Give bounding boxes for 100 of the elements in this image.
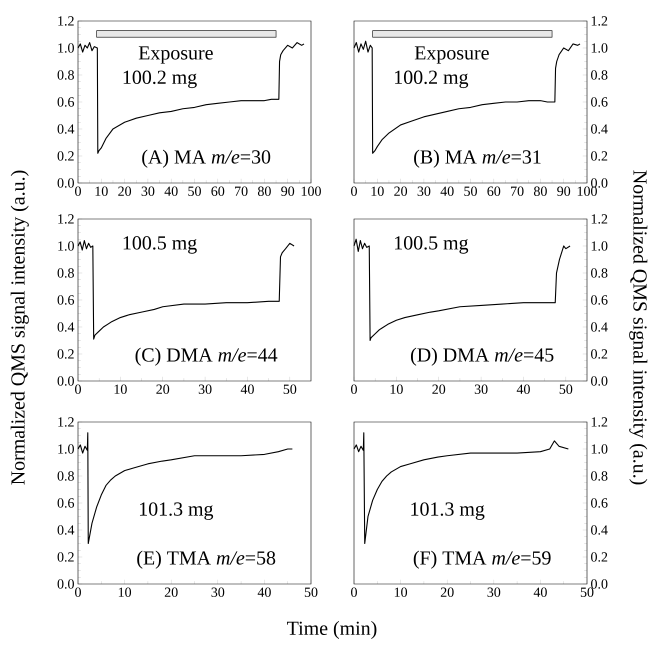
x-tick-label: 50 — [188, 186, 201, 196]
y2-tick-label: 0.4 — [591, 322, 608, 332]
y2-tick-label: 0.4 — [591, 525, 608, 535]
x-tick-label: 40 — [534, 588, 547, 597]
x-tick-label: 90 — [281, 186, 294, 196]
y2-tick-label: 1.2 — [592, 417, 608, 427]
y2-tick-label: 0.8 — [591, 70, 608, 80]
annotation: (C) DMA m/e=44 — [136, 348, 278, 366]
y-tick-label: 0.4 — [58, 124, 74, 134]
y-tick-label: 1.2 — [58, 16, 74, 26]
x-tick-label: 0 — [351, 588, 357, 597]
y-tick-label: 0.8 — [58, 471, 74, 481]
x-tick-label: 10 — [96, 186, 108, 196]
y-tick-label: 0.0 — [58, 579, 74, 589]
x-tick-label: 50 — [304, 588, 318, 597]
x-tick-label: 40 — [258, 588, 271, 597]
y2-tick-label: 1.0 — [592, 241, 608, 251]
y2-tick-label: 1.0 — [592, 444, 608, 454]
x-tick-label: 90 — [557, 186, 570, 196]
x-tick-label: 80 — [258, 186, 271, 196]
band-label: Exposure — [414, 46, 489, 64]
x-tick-label: 60 — [211, 186, 224, 196]
annotation: 100.5 mg — [395, 236, 468, 254]
annotation: 101.3 mg — [411, 502, 484, 520]
y2-axis-title: Normalized QMS signal intensity (a.u.) — [629, 170, 648, 484]
y2-tick-label: 0.0 — [591, 579, 608, 589]
x-tick-label: 40 — [440, 186, 454, 196]
x-tick-label: 0 — [351, 384, 357, 394]
y2-tick-label: 0.4 — [591, 124, 608, 134]
x-tick-label: 100 — [578, 186, 597, 196]
x-tick-label: 20 — [156, 384, 170, 394]
y-tick-label: 0.2 — [58, 552, 74, 562]
y-tick-label: 1.0 — [58, 241, 74, 251]
y-tick-label: 0.4 — [58, 525, 74, 535]
y-tick-label: 0.6 — [58, 97, 74, 107]
y2-tick-label: 0.8 — [591, 471, 608, 481]
x-tick-label: 0 — [75, 384, 81, 394]
band-label: Exposure — [138, 46, 213, 64]
x-tick-label: 70 — [235, 186, 248, 196]
y-tick-label: 0.8 — [58, 70, 74, 80]
x-tick-label: 30 — [418, 186, 430, 196]
x-axis-title: Time (min) — [287, 620, 376, 640]
x-tick-label: 50 — [580, 588, 594, 597]
x-tick-label: 80 — [534, 186, 547, 196]
annotation: (E) TMA m/e=58 — [137, 550, 276, 569]
annotation: (A) MA m/e=30 — [142, 150, 270, 168]
y2-tick-label: 0.0 — [591, 376, 608, 386]
annotation: (F) TMA m/e=59 — [414, 550, 551, 569]
annotation: 100.2 mg — [124, 70, 197, 88]
x-tick-label: 10 — [118, 588, 132, 597]
x-tick-label: 30 — [488, 588, 500, 597]
x-tick-label: 40 — [164, 186, 178, 196]
x-tick-label: 20 — [394, 186, 408, 196]
y-tick-label: 0.2 — [58, 349, 74, 359]
y-tick-label: 0.6 — [58, 498, 74, 508]
x-tick-label: 0 — [75, 588, 81, 597]
y2-tick-label: 0.0 — [591, 178, 608, 188]
y-tick-label: 1.2 — [58, 417, 74, 427]
annotation: (D) DMA m/e=45 — [411, 348, 554, 366]
y-axis-title: Normalized QMS signal intensity (a.u.) — [10, 170, 29, 485]
x-tick-label: 0 — [351, 186, 357, 196]
x-tick-label: 30 — [474, 384, 488, 394]
y-tick-label: 0.0 — [58, 376, 74, 386]
y2-tick-label: 0.8 — [591, 268, 608, 278]
y-tick-label: 0.6 — [58, 295, 74, 305]
x-tick-label: 100 — [302, 186, 321, 196]
annotation: 100.2 mg — [395, 70, 468, 88]
y-tick-label: 1.2 — [58, 214, 74, 224]
x-tick-label: 50 — [284, 384, 296, 394]
x-tick-label: 20 — [118, 186, 132, 196]
y2-tick-label: 1.0 — [592, 43, 608, 53]
x-tick-label: 30 — [212, 588, 224, 597]
annotation: 100.5 mg — [124, 236, 197, 254]
y-tick-label: 0.4 — [58, 322, 74, 332]
x-tick-label: 30 — [142, 186, 154, 196]
x-tick-label: 10 — [390, 384, 403, 394]
y2-tick-label: 1.2 — [592, 214, 608, 224]
y2-tick-label: 0.2 — [591, 552, 608, 562]
x-tick-label: 60 — [487, 186, 500, 196]
x-tick-label: 30 — [198, 384, 212, 394]
x-tick-label: 20 — [164, 588, 178, 597]
x-tick-label: 20 — [432, 384, 446, 394]
y-tick-label: 0.0 — [58, 178, 74, 188]
annotation: 101.3 mg — [140, 502, 214, 520]
x-tick-label: 10 — [394, 588, 408, 597]
x-tick-label: 0 — [75, 186, 81, 196]
x-tick-label: 20 — [440, 588, 454, 597]
y2-tick-label: 1.2 — [592, 16, 608, 26]
y2-tick-label: 0.2 — [591, 151, 608, 161]
x-tick-label: 50 — [464, 186, 477, 196]
y-tick-label: 0.2 — [58, 151, 74, 161]
x-tick-label: 50 — [560, 384, 572, 394]
y-tick-label: 1.0 — [58, 444, 74, 454]
y2-tick-label: 0.6 — [591, 498, 608, 508]
x-tick-label: 70 — [511, 186, 524, 196]
y-tick-label: 1.0 — [58, 43, 74, 53]
y2-tick-label: 0.2 — [591, 349, 608, 359]
y2-tick-label: 0.6 — [591, 97, 608, 107]
x-tick-label: 10 — [114, 384, 127, 394]
x-tick-label: 40 — [240, 384, 254, 394]
